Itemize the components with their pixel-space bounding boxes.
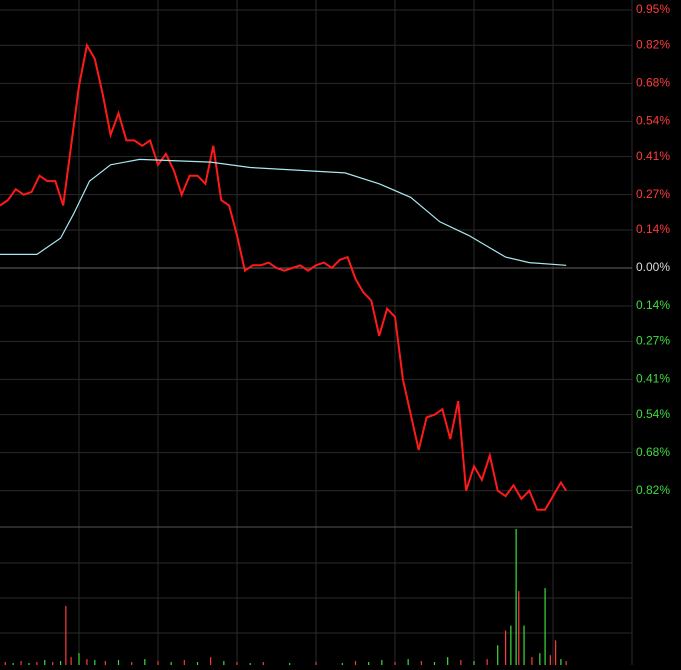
volume-bar xyxy=(236,662,238,665)
volume-bar xyxy=(4,662,6,665)
y-tick-label: 0.54% xyxy=(636,407,670,421)
y-tick-label: 0.14% xyxy=(636,298,670,312)
y-tick-label: 0.41% xyxy=(636,372,670,386)
volume-bar xyxy=(394,662,396,665)
volume-bar xyxy=(170,662,172,665)
volume-bar xyxy=(486,659,488,665)
volume-bar xyxy=(65,605,67,665)
y-tick-label: 0.82% xyxy=(636,37,670,51)
price-line xyxy=(0,42,568,511)
volume-bar xyxy=(94,660,96,665)
volume-bar xyxy=(544,588,546,665)
volume-bar xyxy=(407,659,409,665)
volume-bar xyxy=(555,640,557,665)
volume-bar xyxy=(12,663,14,665)
volume-bar xyxy=(249,663,251,665)
volume-bar xyxy=(510,625,512,665)
volume-bar xyxy=(52,662,54,665)
volume-bar xyxy=(262,662,264,665)
y-tick-label: 0.54% xyxy=(636,114,670,128)
volume-bar xyxy=(28,663,30,665)
y-tick-label: 0.00% xyxy=(636,260,670,274)
volume-bar xyxy=(518,591,520,665)
volume-bar xyxy=(473,661,475,665)
volume-bar xyxy=(223,661,225,665)
volume-bar xyxy=(78,653,80,665)
volume-bar xyxy=(460,660,462,665)
volume-bar xyxy=(59,661,62,665)
volume-bar xyxy=(505,630,507,665)
y-tick-label: 0.27% xyxy=(636,333,670,347)
average-line xyxy=(0,158,567,266)
volume-bar xyxy=(523,625,525,665)
volume-bar xyxy=(381,660,383,665)
y-tick-label: 0.68% xyxy=(636,445,670,459)
volume-bar xyxy=(44,660,46,665)
volume-bar xyxy=(420,661,422,665)
volume-bar xyxy=(560,659,562,665)
grid-layout xyxy=(0,0,633,665)
y-tick-label: 0.82% xyxy=(636,483,670,497)
volume-bar xyxy=(210,657,212,665)
volume-bar xyxy=(36,662,38,665)
volume-bar xyxy=(539,653,541,665)
volume-bar xyxy=(447,657,449,665)
volume-bar xyxy=(131,662,133,665)
volume-bar xyxy=(315,662,317,665)
y-tick-label: 0.27% xyxy=(636,187,670,201)
volume-bar xyxy=(196,662,199,665)
volume-bar xyxy=(20,661,22,665)
volume-bar xyxy=(497,645,499,665)
volume-bar xyxy=(117,660,120,665)
volume-bar xyxy=(531,657,533,665)
volume-bar xyxy=(104,661,106,665)
volume-bar xyxy=(433,662,436,665)
y-tick-label: 0.41% xyxy=(636,149,670,163)
y-tick-label: 0.68% xyxy=(636,75,670,89)
volume-bar xyxy=(354,661,357,665)
y-tick-label: 0.95% xyxy=(636,2,670,16)
volume-bar xyxy=(368,662,370,665)
volume-bar xyxy=(157,661,159,665)
volume-bar xyxy=(341,663,343,665)
volume-bar xyxy=(86,659,88,665)
volume-bar xyxy=(70,657,72,665)
y-tick-label: 0.14% xyxy=(636,222,670,236)
volume-bar xyxy=(565,661,567,665)
volume-bar xyxy=(549,655,551,665)
volume-bar xyxy=(515,528,517,665)
volume-bar xyxy=(289,663,291,665)
volume-bar xyxy=(144,659,146,665)
volume-bar xyxy=(183,660,185,665)
